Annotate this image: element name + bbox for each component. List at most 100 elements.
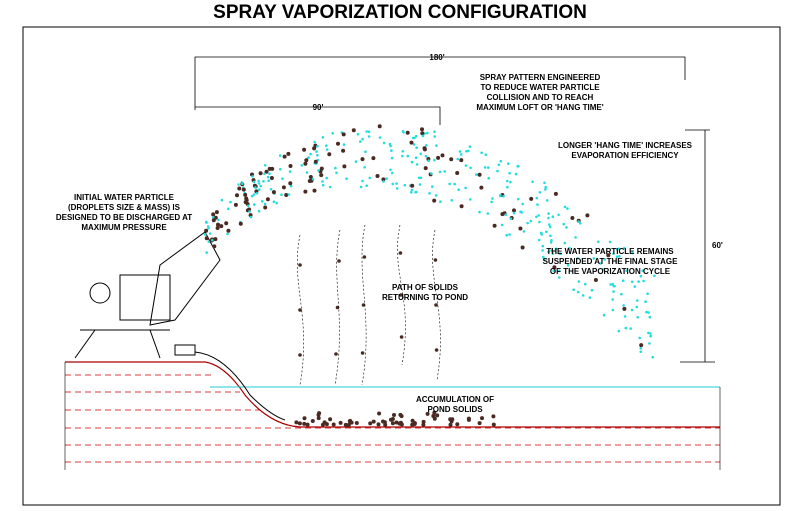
droplet bbox=[486, 212, 490, 215]
droplet bbox=[590, 288, 594, 292]
droplet bbox=[629, 327, 632, 330]
droplet bbox=[354, 160, 358, 163]
droplet bbox=[219, 224, 224, 229]
droplet bbox=[612, 284, 616, 288]
droplet bbox=[300, 164, 304, 167]
droplet bbox=[418, 183, 422, 186]
droplet bbox=[506, 185, 509, 189]
droplet bbox=[381, 177, 386, 182]
droplet bbox=[440, 153, 445, 158]
solid-particle bbox=[360, 351, 365, 355]
droplet bbox=[558, 269, 561, 273]
pond-solid bbox=[328, 417, 333, 422]
droplet bbox=[620, 292, 623, 296]
droplet bbox=[579, 222, 582, 225]
annotation-line: (DROPLETS SIZE & MASS) IS bbox=[68, 203, 181, 212]
pond-solid bbox=[435, 413, 440, 418]
droplet bbox=[487, 176, 491, 180]
droplet bbox=[422, 147, 427, 152]
droplet bbox=[459, 204, 464, 209]
droplet bbox=[635, 305, 639, 309]
droplet bbox=[263, 205, 268, 210]
droplet bbox=[584, 282, 587, 286]
droplet bbox=[552, 265, 557, 270]
droplet bbox=[217, 218, 220, 222]
droplet bbox=[544, 185, 547, 189]
pond-solid bbox=[322, 420, 327, 425]
pond-solid bbox=[455, 422, 460, 427]
droplet bbox=[249, 215, 253, 219]
solid-particle bbox=[399, 293, 403, 297]
droplet bbox=[497, 163, 501, 167]
annotation-line: SPRAY PATTERN ENGINEERED bbox=[480, 73, 601, 82]
annotation-line: PATH OF SOLIDS bbox=[392, 283, 459, 292]
droplet bbox=[351, 128, 356, 133]
droplet bbox=[547, 216, 550, 220]
droplet bbox=[577, 220, 580, 223]
droplet bbox=[541, 249, 544, 252]
droplet bbox=[214, 210, 219, 215]
droplet bbox=[547, 212, 550, 215]
droplet bbox=[360, 157, 365, 162]
pond-solid bbox=[491, 414, 496, 419]
droplet bbox=[279, 167, 282, 171]
droplet bbox=[535, 215, 538, 219]
droplet bbox=[465, 150, 468, 153]
droplet bbox=[576, 257, 580, 260]
droplet bbox=[368, 176, 372, 180]
droplet bbox=[303, 161, 308, 166]
droplet bbox=[316, 154, 319, 157]
droplet bbox=[612, 290, 615, 293]
droplet bbox=[544, 188, 547, 191]
droplet bbox=[537, 238, 541, 242]
droplet bbox=[309, 152, 312, 156]
droplet bbox=[342, 143, 346, 146]
droplet bbox=[644, 300, 647, 304]
droplet bbox=[639, 274, 643, 278]
droplet bbox=[409, 140, 414, 145]
droplet bbox=[359, 185, 363, 189]
droplet bbox=[502, 195, 505, 198]
droplet bbox=[282, 154, 287, 159]
droplet bbox=[483, 166, 487, 169]
droplet bbox=[649, 332, 652, 335]
frame bbox=[22, 26, 781, 506]
droplet bbox=[547, 250, 550, 253]
droplet bbox=[319, 166, 324, 171]
droplet bbox=[263, 202, 267, 206]
droplet bbox=[484, 153, 488, 156]
droplet bbox=[211, 238, 214, 242]
droplet bbox=[391, 182, 395, 186]
droplet bbox=[500, 212, 505, 217]
droplet bbox=[224, 221, 229, 226]
droplet bbox=[430, 172, 433, 175]
solid-particle bbox=[298, 308, 302, 312]
droplet bbox=[618, 254, 621, 258]
droplet bbox=[266, 175, 270, 179]
droplet bbox=[548, 225, 552, 229]
pond-solid bbox=[410, 422, 415, 427]
droplet bbox=[258, 188, 261, 191]
droplet bbox=[410, 191, 413, 194]
pond-solid bbox=[394, 420, 399, 425]
annotation-line: TO REDUCE WATER PARTICLE bbox=[480, 83, 600, 92]
droplet bbox=[401, 130, 405, 133]
pond-solid bbox=[448, 422, 453, 427]
droplet bbox=[365, 184, 369, 187]
droplet bbox=[425, 144, 428, 147]
droplet bbox=[280, 193, 283, 196]
droplet bbox=[203, 233, 207, 236]
droplet bbox=[519, 210, 522, 213]
droplet bbox=[602, 313, 606, 317]
droplet bbox=[410, 188, 414, 192]
droplet bbox=[469, 198, 472, 201]
droplet bbox=[630, 280, 634, 284]
droplet bbox=[303, 189, 308, 194]
droplet bbox=[248, 210, 251, 213]
pond-solid bbox=[343, 422, 348, 427]
pond-solid bbox=[477, 421, 482, 426]
droplet bbox=[334, 166, 337, 170]
droplet bbox=[648, 342, 651, 345]
droplet bbox=[424, 154, 428, 158]
